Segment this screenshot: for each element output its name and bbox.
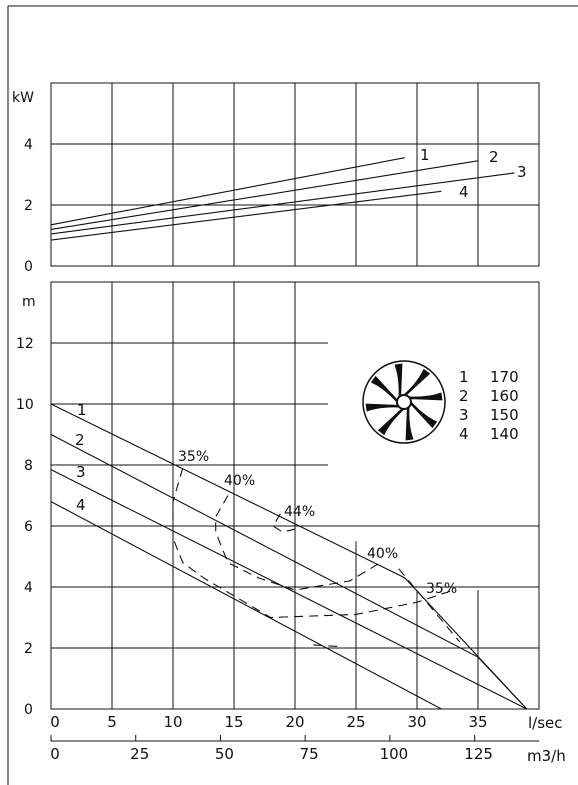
head-y-tick-label: 0 xyxy=(24,702,33,718)
legend-curve-number: 1 xyxy=(459,368,469,386)
flow-m3h-tick-label: 50 xyxy=(215,745,234,763)
head-curve-label: 2 xyxy=(75,431,85,449)
power-curve-2 xyxy=(50,160,479,230)
head-curve-label: 4 xyxy=(76,496,86,514)
impeller-blade xyxy=(394,363,403,399)
head-curve-2 xyxy=(50,434,528,710)
power-axis-label: kW xyxy=(12,90,34,106)
power-curves: 1 23 4 xyxy=(50,146,527,241)
efficiency-contour xyxy=(272,513,296,533)
head-y-tick-label: 12 xyxy=(16,336,34,352)
flow-m3h-tick-label: 0 xyxy=(50,745,60,763)
flow-ls-tick-label: 30 xyxy=(407,713,426,731)
impeller-blade xyxy=(405,405,414,441)
impeller-blade xyxy=(377,408,406,436)
efficiency-label: 40% xyxy=(224,473,255,489)
flow-ls-tick-label: 35 xyxy=(468,713,487,731)
power-y-tick-label: 0 xyxy=(24,259,33,275)
flow-m3h-axis: m3/h 0 25 50 75 100 125 xyxy=(50,735,566,765)
power-y-ticks: 0 2 4 xyxy=(24,137,33,275)
head-y-ticks: 0 2 4 6 8 10 12 xyxy=(16,336,34,718)
head-curve-4 xyxy=(50,501,442,710)
flow-ls-tick-label: 20 xyxy=(285,713,304,731)
legend-diameter: 140 xyxy=(490,425,519,443)
flow-ls-tick-label: 5 xyxy=(107,713,117,731)
head-y-tick-label: 2 xyxy=(24,641,33,657)
efficiency-label: 35% xyxy=(426,581,457,597)
head-curve-3 xyxy=(50,469,528,710)
flow-m3h-tick-label: 100 xyxy=(380,745,409,763)
efficiency-label: 35% xyxy=(178,449,209,465)
impeller-blade xyxy=(370,375,398,404)
power-curve-3 xyxy=(50,172,515,235)
power-panel: 1 234 kW 024 xyxy=(12,82,540,275)
legend-curve-number: 3 xyxy=(459,406,469,424)
flow-m3h-tick-label: 75 xyxy=(300,745,319,763)
head-curve-label: 3 xyxy=(76,463,86,481)
impeller-blade xyxy=(407,392,443,401)
impeller-blade xyxy=(365,403,401,412)
impeller-legend: 1 170 2 160 3 150 4 140 xyxy=(459,368,519,443)
power-y-tick-label: 2 xyxy=(24,198,33,214)
flow-ls-tick-label: 25 xyxy=(346,713,365,731)
head-y-tick-label: 4 xyxy=(24,580,33,596)
legend-diameter: 160 xyxy=(490,387,519,405)
head-axis-label: m xyxy=(22,294,36,310)
efficiency-contours: 35% 40% 44% 40% 35% xyxy=(172,449,461,648)
impeller-blade xyxy=(410,400,438,429)
legend-curve-number: 4 xyxy=(459,425,469,443)
flow-ls-tick-label: 10 xyxy=(163,713,182,731)
flow-ls-unit: l/sec xyxy=(528,714,563,732)
head-grid xyxy=(51,282,539,709)
power-curve-4 xyxy=(50,190,442,241)
efficiency-label: 44% xyxy=(284,504,315,520)
flow-ls-axis: l/sec 0 5 10 15 20 25 30 35 xyxy=(50,713,562,732)
power-y-tick-label: 4 xyxy=(24,137,33,153)
power-curve-label: 4 xyxy=(459,183,469,201)
impeller-blade xyxy=(402,368,431,396)
flow-m3h-tick-label: 125 xyxy=(464,745,493,763)
power-grid xyxy=(51,83,539,266)
impeller-icon xyxy=(362,360,446,444)
efficiency-contour xyxy=(172,467,454,619)
flow-ls-tick-label: 15 xyxy=(224,713,243,731)
power-curve-label: 3 xyxy=(517,163,527,181)
head-y-tick-label: 10 xyxy=(16,397,34,413)
legend-diameter: 170 xyxy=(490,368,519,386)
legend-curve-number: 2 xyxy=(459,387,469,405)
efficiency-label: 40% xyxy=(367,546,398,562)
head-curve-label: 1 xyxy=(77,401,87,419)
power-curve-label: 1 xyxy=(420,146,430,164)
efficiency-contour xyxy=(398,568,461,643)
head-y-tick-label: 8 xyxy=(24,458,33,474)
power-curve-label: 2 xyxy=(489,148,499,166)
efficiency-contour xyxy=(313,644,338,648)
head-y-tick-label: 6 xyxy=(24,519,33,535)
power-curve-1 xyxy=(50,157,405,226)
legend-diameter: 150 xyxy=(490,406,519,424)
flow-ls-tick-label: 0 xyxy=(50,713,60,731)
head-curve-1 xyxy=(50,403,528,710)
flow-m3h-tick-label: 25 xyxy=(130,745,149,763)
flow-m3h-unit: m3/h xyxy=(527,747,566,765)
